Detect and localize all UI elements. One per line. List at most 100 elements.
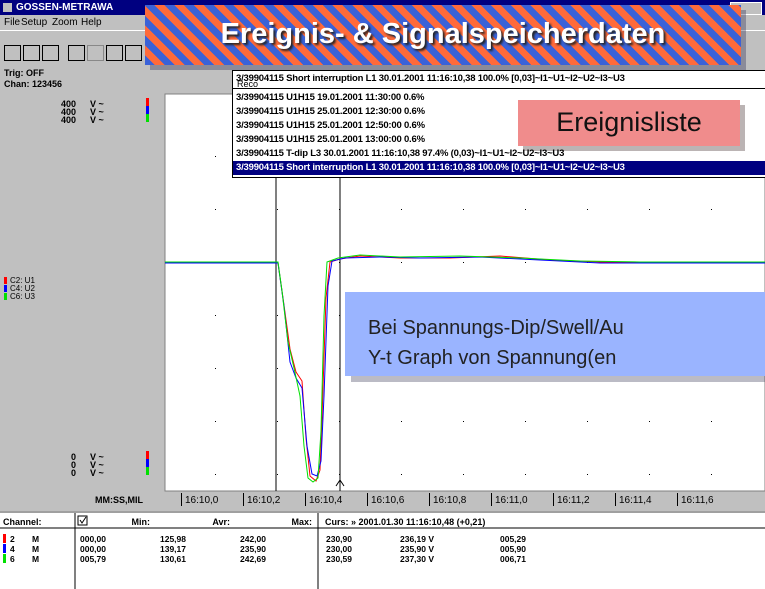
callout-text: Y-t Graph von Spannung(en — [368, 347, 617, 369]
tool-button[interactable] — [125, 45, 142, 61]
grid-dot — [463, 262, 464, 263]
checkbox-check — [79, 516, 87, 524]
table-cell: 235,90 — [240, 544, 266, 554]
scale-value: 400 — [60, 107, 76, 117]
grid-dot — [215, 156, 216, 157]
menu-item[interactable]: File — [4, 17, 21, 28]
channel-bar — [146, 106, 149, 114]
table-cell: 236,19 V — [400, 534, 435, 544]
x-tick-label: 16:10,2 — [247, 495, 281, 506]
scale-unit: V ~ — [90, 99, 104, 109]
app-icon — [3, 3, 12, 12]
row-color — [3, 544, 6, 553]
record-label: Reco — [237, 79, 259, 89]
tick-separator — [491, 493, 492, 506]
grid-dot — [401, 474, 402, 475]
tick-separator — [305, 493, 306, 506]
scale-unit: V ~ — [90, 468, 104, 478]
legend-swatch — [4, 293, 7, 300]
table-cell: 6 — [10, 554, 15, 564]
tick-separator — [553, 493, 554, 506]
channel-bar — [146, 114, 149, 122]
grid-dot — [277, 209, 278, 210]
tool-button[interactable] — [4, 45, 21, 61]
grid-dot — [711, 474, 712, 475]
x-tick-label: 16:10,4 — [309, 495, 343, 506]
trace-u2 — [165, 256, 765, 477]
event-selected: 3/39904115 Short interruption L1 30.01.2… — [236, 73, 625, 84]
event-list[interactable] — [232, 70, 765, 178]
grid-dot — [401, 262, 402, 263]
event-item[interactable]: 3/39904115 T-dip L3 30.01.2001 11:16:10,… — [236, 148, 565, 159]
table-cell: 139,17 — [160, 544, 186, 554]
tool-button[interactable] — [87, 45, 104, 61]
tick-separator — [243, 493, 244, 506]
row-color — [3, 534, 6, 543]
table-cell: 230,00 — [326, 544, 352, 554]
scale-unit: V ~ — [90, 107, 104, 117]
channel-bar — [146, 98, 149, 106]
trigger-status: Trig: OFF — [4, 68, 44, 78]
grid-dot — [215, 209, 216, 210]
tick-separator — [429, 493, 430, 506]
tool-button[interactable] — [106, 45, 123, 61]
tick-separator — [615, 493, 616, 506]
legend-entry: C2: U1 — [10, 276, 35, 285]
table-header: Avr: — [212, 517, 230, 527]
x-axis-title: MM:SS,MIL — [95, 495, 143, 505]
table-cell: 000,00 — [80, 534, 106, 544]
table-cell: 235,90 V — [400, 544, 435, 554]
event-item[interactable]: 3/39904115 Short interruption L1 30.01.2… — [236, 162, 625, 173]
grid-dot — [525, 474, 526, 475]
grid-dot — [215, 315, 216, 316]
tool-button[interactable] — [23, 45, 40, 61]
legend-swatch — [4, 277, 7, 284]
table-cell: 242,00 — [240, 534, 266, 544]
scale-value: 0 — [70, 468, 76, 478]
overlay-box — [518, 100, 740, 146]
grid-dot — [525, 421, 526, 422]
event-item[interactable]: 3/39904115 U1H15 25.01.2001 12:30:00 0.6… — [236, 106, 425, 117]
x-tick-label: 16:11,2 — [557, 495, 590, 506]
grid-dot — [649, 474, 650, 475]
grid-dot — [587, 474, 588, 475]
grid-dot — [401, 421, 402, 422]
grid-dot — [215, 421, 216, 422]
legend-entry: C6: U3 — [10, 292, 35, 301]
table-header: Min: — [131, 517, 151, 527]
table-header: Max: — [291, 517, 312, 527]
grid-dot — [401, 209, 402, 210]
trace-u3 — [165, 254, 765, 483]
callout-box — [345, 292, 765, 376]
scale-value: 400 — [60, 99, 76, 109]
grid-dot — [277, 368, 278, 369]
channel-bar — [146, 459, 149, 467]
banner — [145, 5, 741, 65]
menu-item[interactable]: Setup — [21, 17, 48, 28]
event-item[interactable]: 3/39904115 U1H15 25.01.2001 13:00:00 0.6… — [236, 134, 425, 145]
tool-button[interactable] — [42, 45, 59, 61]
table-cell: 006,71 — [500, 554, 526, 564]
menu-item[interactable]: Zoom — [52, 17, 78, 28]
scale-value: 0 — [70, 452, 76, 462]
grid-dot — [277, 315, 278, 316]
grid-dot — [525, 262, 526, 263]
table-area — [0, 513, 765, 589]
event-combo[interactable] — [233, 71, 765, 89]
x-tick-label: 16:10,0 — [185, 495, 219, 506]
table-cell: 230,90 — [326, 534, 352, 544]
event-item[interactable]: 3/39904115 U1H15 25.01.2001 12:50:00 0.6… — [236, 120, 425, 131]
table-cell: 005,79 — [80, 554, 106, 564]
grid-dot — [649, 209, 650, 210]
checkbox[interactable] — [77, 515, 88, 526]
event-item[interactable]: 3/39904115 U1H15 19.01.2001 11:30:00 0.6… — [236, 92, 425, 103]
table-cell: M — [32, 554, 40, 564]
menu-item[interactable]: Help — [81, 17, 102, 28]
table-header: Channel: — [3, 517, 42, 527]
table-cell: 237,30 V — [400, 554, 435, 564]
channel-bar — [146, 451, 149, 459]
tool-button[interactable] — [68, 45, 85, 61]
scale-unit: V ~ — [90, 115, 104, 125]
grid-dot — [587, 421, 588, 422]
